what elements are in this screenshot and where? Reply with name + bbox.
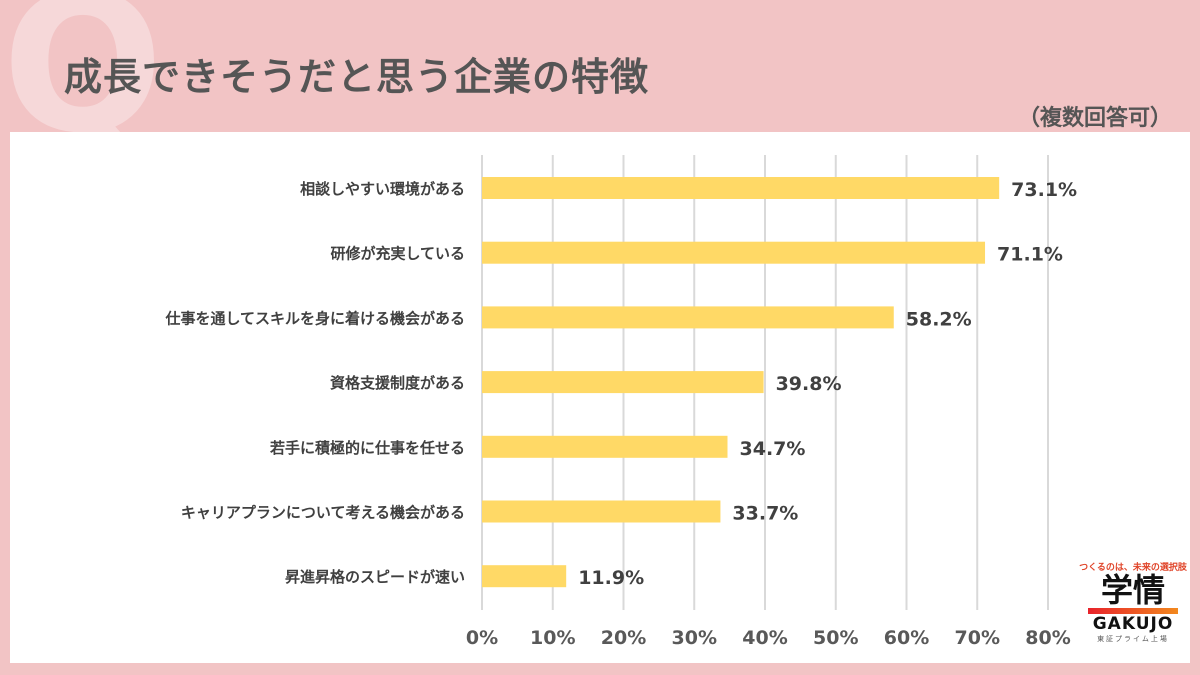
logo-tagline: つくるのは、未来の選択肢 [1079, 563, 1187, 573]
gakujo-logo: つくるのは、未来の選択肢 学情 GAKUJO 東証プライム上場 [1078, 560, 1188, 644]
logo-name: GAKUJO [1092, 614, 1174, 635]
x-tick-label: 50% [813, 627, 858, 649]
bar [482, 306, 894, 329]
value-label: 11.9% [578, 567, 644, 589]
x-tick-label: 80% [1025, 627, 1070, 649]
bar [482, 435, 728, 458]
logo-sub: 東証プライム上場 [1097, 635, 1169, 644]
chart-panel [10, 132, 1190, 663]
x-tick-label: 40% [742, 627, 787, 649]
value-label: 58.2% [906, 308, 972, 330]
value-label: 73.1% [1011, 179, 1077, 201]
value-label: 33.7% [732, 503, 798, 525]
bar [482, 500, 721, 523]
bar [482, 241, 986, 264]
category-label: 昇進昇格のスピードが速い [285, 568, 465, 586]
x-tick-label: 20% [601, 627, 646, 649]
category-label: 若手に積極的に仕事を任せる [269, 439, 465, 457]
bar [482, 565, 567, 588]
x-tick-label: 0% [466, 627, 498, 649]
x-tick-label: 10% [530, 627, 575, 649]
category-label: 仕事を通してスキルを身に着ける機会がある [164, 309, 465, 327]
category-label: キャリアプランについて考える機会がある [181, 504, 465, 522]
value-label: 71.1% [997, 244, 1063, 266]
category-label: 資格支援制度がある [330, 374, 465, 392]
x-tick-label: 60% [884, 627, 929, 649]
x-tick-label: 30% [672, 627, 717, 649]
logo-gradient-bar [1088, 608, 1178, 615]
bar [482, 371, 764, 394]
bar [482, 177, 1000, 199]
category-label: 研修が充実している [330, 245, 465, 263]
value-label: 34.7% [740, 438, 806, 460]
multiple-answer-note: （複数回答可） [1017, 106, 1172, 131]
x-tick-label: 70% [955, 627, 1000, 649]
value-label: 39.8% [776, 373, 842, 395]
page-title: 成長できそうだと思う企業の特徴 [64, 55, 650, 99]
category-label: 相談しやすい環境がある [300, 180, 465, 198]
logo-kanji: 学情 [1100, 571, 1165, 609]
